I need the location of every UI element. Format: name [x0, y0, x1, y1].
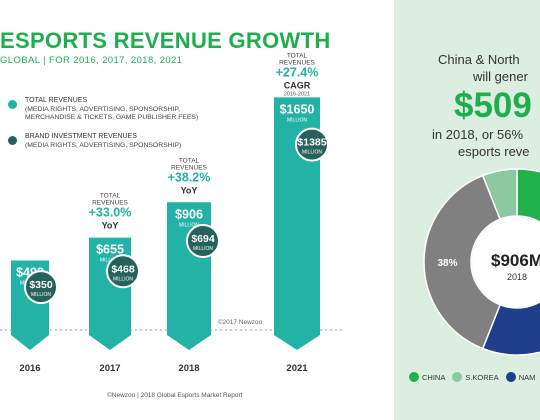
source-footer: ©Newzoo | 2018 Global Esports Market Rep… — [107, 392, 243, 399]
legend-total-dot — [8, 100, 17, 109]
donut-slice — [481, 300, 540, 356]
bar-brand-unit: MILLION — [31, 292, 51, 298]
x-tick-label: 2016 — [19, 363, 40, 374]
bar-brand-unit: MILLION — [113, 276, 133, 282]
bar-brand-unit: MILLION — [193, 246, 213, 252]
legend-total-detail2: MERCHANDISE & TICKETS, GAME PUBLISHER FE… — [25, 114, 199, 122]
bar-brand-value: $694 — [191, 233, 215, 245]
donut-legend: CHINA S.KOREA NAM — [409, 372, 535, 382]
x-tick-label: 2021 — [286, 363, 308, 374]
growth-label-line1: TOTAL — [179, 157, 200, 164]
bar-brand-circle — [186, 224, 220, 259]
donut-hole — [472, 217, 540, 307]
bar-brand-circle — [106, 254, 140, 289]
growth-label-line2: REVENUES — [171, 164, 207, 171]
bar-brand-circle — [24, 270, 58, 305]
donut-legend-china-label: CHINA — [422, 372, 446, 382]
growth-range: 2016-2021 — [284, 91, 310, 97]
growth-pct: +38.2% — [168, 170, 211, 184]
chart-title: ESPORTS REVENUE GROWTH — [0, 28, 331, 53]
donut-center-year: 2018 — [507, 272, 527, 282]
donut-slice — [423, 174, 502, 350]
legend-total-detail1: (MEDIA RIGHTS, ADVERTISING, SPONSORSHIP, — [25, 105, 180, 113]
panel-line3: in 2018, or 56% — [432, 127, 524, 142]
donut-slice — [481, 168, 518, 221]
bar-brand-value: $350 — [29, 279, 53, 291]
growth-kind: YoY — [102, 221, 119, 231]
bar-brand-unit: MILLION — [302, 150, 322, 156]
china-na-panel: China & North will gener $509 in 2018, o… — [394, 0, 540, 420]
legend-brand-dot — [8, 136, 17, 145]
legend-total-head: TOTAL REVENUES — [25, 97, 88, 104]
legend-brand-head: BRAND INVESTMENT REVENUES — [25, 133, 137, 140]
growth-label-line1: TOTAL — [100, 193, 121, 200]
x-tick-label: 2017 — [99, 363, 120, 374]
growth-kind: CAGR — [284, 80, 311, 90]
bar-brand-value: $468 — [111, 263, 135, 275]
bar-total-unit: MILLION — [287, 117, 307, 123]
x-tick-label: 2018 — [178, 363, 199, 374]
growth-label-line2: REVENUES — [92, 200, 128, 207]
bar-brand-circle — [295, 127, 329, 162]
donut-legend-china-dot — [409, 372, 419, 382]
growth-pct: +33.0% — [89, 206, 132, 220]
donut-legend-nam: NAM — [505, 372, 536, 382]
revenue-bar-chart: $493MILLION$350MILLION2016$655MILLION$46… — [0, 52, 345, 374]
panel-big-value: $509 — [454, 86, 532, 125]
donut-legend-skorea: S.KOREA — [452, 372, 499, 382]
legend-brand: BRAND INVESTMENT REVENUES (MEDIA RIGHTS,… — [8, 133, 181, 150]
chart-subtitle: GLOBAL | FOR 2016, 2017, 2018, 2021 — [0, 55, 183, 66]
bar-brand-value: $1385 — [297, 137, 326, 149]
growth-pct: +27.4% — [276, 65, 319, 79]
donut-slice-label: 38% — [437, 258, 457, 269]
donut-slice — [516, 168, 540, 224]
growth-kind: YoY — [181, 185, 198, 195]
panel-line1: China & North — [438, 52, 520, 67]
bar-total-value: $906 — [175, 207, 203, 221]
donut-legend-skorea-dot — [452, 372, 463, 382]
growth-label-line2: REVENUES — [279, 59, 315, 66]
bar-total-value: $1650 — [280, 102, 315, 116]
donut-center-value: $906M — [491, 251, 540, 270]
donut-legend-skorea-label: S.KOREA — [465, 372, 499, 382]
legend-brand-detail1: (MEDIA RIGHTS, ADVERTISING, SPONSORSHIP) — [25, 141, 182, 149]
donut-legend-china: CHINA — [409, 372, 445, 382]
bar-total-value: $655 — [96, 243, 124, 257]
panel-line2: will gener — [473, 69, 528, 84]
donut-legend-nam-dot — [505, 372, 516, 382]
legend-total: TOTAL REVENUES (MEDIA RIGHTS, ADVERTISIN… — [8, 97, 198, 123]
donut-legend-nam-label: NAM — [518, 372, 536, 382]
growth-label-line1: TOTAL — [287, 52, 308, 59]
bar-total-unit: MILLION — [179, 222, 199, 228]
copyright-note: ©2017 Newzoo — [218, 318, 263, 326]
panel-line4: esports reve — [458, 144, 530, 159]
